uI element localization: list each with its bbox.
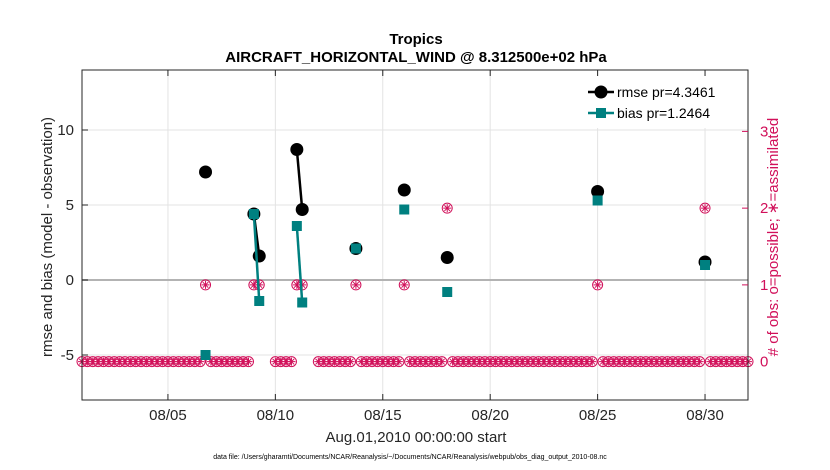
series-layer bbox=[199, 143, 712, 360]
y2-tick-label: 2 bbox=[760, 200, 768, 217]
obs-possible-circle bbox=[393, 356, 405, 368]
y-tick-label: 0 bbox=[66, 272, 74, 289]
obs-count-marker bbox=[200, 279, 212, 291]
obs-possible-circle bbox=[200, 279, 212, 291]
y2-axis-label: # of obs: o=possible; ∗=assimilated bbox=[765, 118, 782, 357]
obs-possible-circle bbox=[243, 356, 254, 368]
bias-point bbox=[592, 195, 603, 206]
bias-point bbox=[248, 209, 259, 219]
obs-count-marker bbox=[285, 356, 297, 368]
obs-assimilated-star bbox=[594, 281, 601, 289]
legend-bias-label: bias pr=1.2464 bbox=[617, 105, 710, 121]
rmse-point bbox=[591, 185, 605, 198]
bias-point bbox=[700, 260, 711, 270]
obs-assimilated-star bbox=[438, 358, 446, 365]
bias-point bbox=[399, 204, 410, 215]
obs-assimilated-star bbox=[395, 358, 403, 365]
obs-possible-circle bbox=[436, 356, 448, 368]
obs-possible-circle bbox=[350, 279, 362, 291]
obs-assimilated-star bbox=[401, 281, 408, 289]
legend-rmse-marker bbox=[594, 85, 608, 99]
series-line bbox=[295, 149, 304, 210]
series-line bbox=[295, 225, 304, 303]
y2-tick-label: 0 bbox=[760, 354, 768, 371]
axes: 08/05 08/10 08/15 08/20 08/25 08/30 -5 0 5 10 0 1 2 3 bbox=[57, 70, 768, 424]
rmse-point bbox=[440, 251, 454, 264]
obs-count-marker bbox=[592, 279, 604, 291]
obs-assimilated-star bbox=[202, 281, 209, 289]
legend-rmse-label: rmse pr=4.3461 bbox=[617, 84, 716, 100]
obs-possible-circle bbox=[398, 279, 410, 291]
rmse-point bbox=[252, 249, 266, 263]
obs-count-markers bbox=[76, 202, 754, 368]
x-tick-label: 08/05 bbox=[149, 407, 187, 424]
legend: rmse pr=4.3461 bias pr=1.2464 bbox=[582, 76, 742, 128]
bias-point bbox=[297, 297, 308, 308]
obs-count-marker bbox=[243, 356, 254, 368]
obs-possible-circle bbox=[586, 356, 598, 368]
y2-tick-label: 3 bbox=[760, 123, 768, 140]
footnote: data file: /Users/gharamti/Documents/NCA… bbox=[213, 454, 607, 461]
bias-point bbox=[254, 296, 265, 306]
obs-count-marker bbox=[699, 202, 711, 214]
obs-possible-circle bbox=[194, 356, 206, 368]
obs-count-marker bbox=[194, 356, 206, 368]
x-tick-label: 08/25 bbox=[579, 407, 617, 424]
obs-count-marker bbox=[393, 356, 405, 368]
obs-count-marker bbox=[345, 356, 357, 368]
obs-count-marker bbox=[350, 279, 362, 291]
obs-possible-circle bbox=[441, 202, 453, 214]
x-tick-label: 08/10 bbox=[257, 407, 295, 424]
obs-possible-circle bbox=[694, 356, 706, 368]
obs-count-marker bbox=[694, 356, 706, 368]
rmse-point bbox=[295, 203, 309, 216]
plot-frame bbox=[81, 69, 749, 401]
y-tick-label: 10 bbox=[57, 122, 74, 139]
x-axis-label: Aug.01,2010 00:00:00 start bbox=[326, 429, 508, 446]
obs-assimilated-star bbox=[696, 358, 703, 365]
obs-possible-circle bbox=[592, 279, 604, 291]
bias-point bbox=[291, 221, 302, 231]
x-tick-label: 08/30 bbox=[686, 407, 724, 424]
bias-point bbox=[200, 350, 211, 360]
bias-point bbox=[442, 287, 453, 297]
rmse-point bbox=[290, 143, 304, 156]
obs-count-marker bbox=[436, 356, 448, 368]
x-tick-label: 08/20 bbox=[471, 407, 509, 424]
obs-count-marker bbox=[398, 279, 410, 291]
obs-possible-circle bbox=[699, 202, 711, 214]
series-line bbox=[252, 213, 261, 302]
legend-bias-marker bbox=[596, 108, 606, 118]
legend-box bbox=[582, 76, 742, 128]
y2-tick-label: 1 bbox=[760, 277, 768, 294]
obs-assimilated-star bbox=[347, 358, 354, 365]
obs-assimilated-star bbox=[589, 358, 596, 365]
chart-title: Tropics bbox=[389, 31, 442, 48]
obs-assimilated-star bbox=[701, 204, 709, 212]
rmse-point bbox=[199, 165, 213, 179]
y-tick-label: 5 bbox=[66, 197, 74, 214]
obs-count-marker bbox=[586, 356, 598, 368]
obs-count-marker bbox=[441, 202, 453, 214]
obs-possible-circle bbox=[345, 356, 357, 368]
obs-assimilated-star bbox=[352, 281, 360, 289]
rmse-point bbox=[397, 183, 411, 197]
y-axis-label: rmse and bias (model - observation) bbox=[39, 117, 56, 357]
obs-assimilated-star bbox=[288, 358, 295, 365]
bias-point bbox=[350, 243, 361, 254]
x-tick-label: 08/15 bbox=[364, 407, 402, 424]
obs-assimilated-star bbox=[444, 204, 451, 212]
obs-assimilated-star bbox=[245, 358, 252, 365]
chart-subtitle: AIRCRAFT_HORIZONTAL_WIND @ 8.312500e+02 … bbox=[225, 49, 607, 66]
y-tick-label: -5 bbox=[61, 347, 74, 364]
obs-possible-circle bbox=[285, 356, 297, 368]
